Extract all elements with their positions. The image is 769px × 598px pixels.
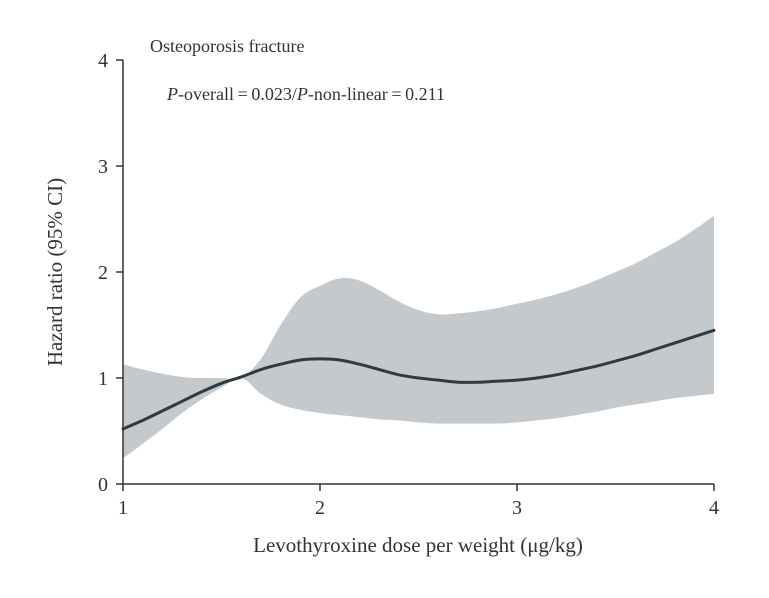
x-tick-label-4: 4 xyxy=(709,497,719,519)
y-tick-label-1: 1 xyxy=(98,368,108,390)
y-tick-label-2: 2 xyxy=(98,262,108,284)
chart-title: Osteoporosis fracture xyxy=(150,36,304,56)
y-tick-label-4: 4 xyxy=(98,50,108,72)
y-axis-title: Hazard ratio (95% CI) xyxy=(43,178,67,366)
p-value-annotation: P-overall = 0.023/P-non-linear = 0.211 xyxy=(166,84,445,104)
p-nonlinear-symbol: P xyxy=(296,84,308,104)
x-tick-label-2: 2 xyxy=(315,497,325,519)
p-overall-text: -overall = 0.023/ xyxy=(178,84,297,104)
p-overall-symbol: P xyxy=(166,84,178,104)
ci-band-layer xyxy=(123,215,714,459)
y-tick-label-3: 3 xyxy=(98,156,108,178)
hazard-line-layer xyxy=(121,328,716,431)
x-tick-label-1: 1 xyxy=(118,497,128,519)
ci-band xyxy=(123,215,714,459)
x-axis-title: Levothyroxine dose per weight (μg/kg) xyxy=(253,533,583,557)
x-tick-label-3: 3 xyxy=(512,497,522,519)
y-tick-label-0: 0 xyxy=(98,474,108,496)
hazard-ratio-line-0 xyxy=(121,328,716,431)
p-nonlinear-text: -non-linear = 0.211 xyxy=(308,84,445,104)
